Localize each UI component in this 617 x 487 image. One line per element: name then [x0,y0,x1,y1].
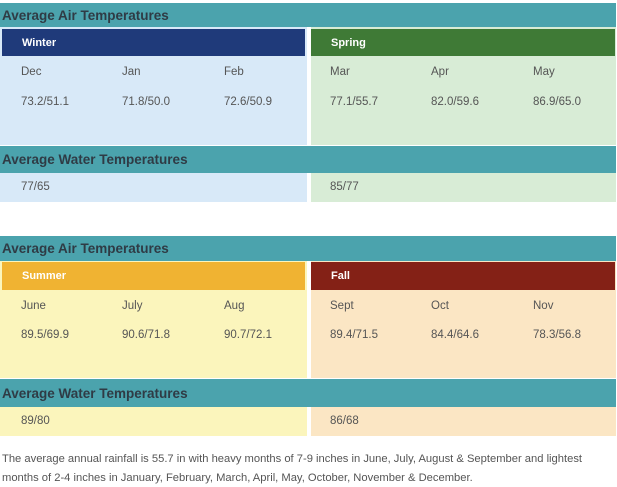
water-temperatures-title-2: Average Water Temperatures [0,379,616,407]
winter-water-panel [0,173,307,202]
fall-temp: 78.3/56.8 [533,329,581,341]
water-temperatures-title-1: Average Water Temperatures [0,146,616,173]
spring-water-temp: 85/77 [330,181,359,193]
winter-temp: 71.8/50.0 [122,96,170,108]
spring-month: Mar [330,66,350,78]
fall-temp: 89.4/71.5 [330,329,378,341]
summer-water-panel [0,407,307,436]
fall-month: Nov [533,300,554,312]
summer-water-temp: 89/80 [21,415,50,427]
air-temperatures-title-2: Average Air Temperatures [0,236,616,261]
fall-water-temp: 86/68 [330,415,359,427]
fall-month: Sept [330,300,354,312]
winter-water-temp: 77/65 [21,181,50,193]
summer-temp: 90.6/71.8 [122,329,170,341]
fall-water-panel [311,407,616,436]
winter-month: Feb [224,66,244,78]
fall-header: Fall [311,262,615,290]
air-temperatures-title-text: Average Air Temperatures [2,241,169,256]
rainfall-footnote: The average annual rainfall is 55.7 in w… [2,453,583,484]
fall-month: Oct [431,300,449,312]
summer-label: Summer [22,270,67,282]
spring-header: Spring [311,29,615,56]
water-temperatures-title-text: Average Water Temperatures [2,152,188,167]
summer-month: July [122,300,143,312]
winter-label: Winter [22,36,57,49]
spring-label: Spring [331,36,366,49]
winter-month: Dec [21,66,42,78]
winter-header: Winter [2,29,305,56]
air-temperatures-title-1: Average Air Temperatures [0,3,616,27]
fall-temp: 84.4/64.6 [431,329,479,341]
spring-temp: 86.9/65.0 [533,96,581,108]
spring-temp: 77.1/55.7 [330,96,378,108]
water-temperatures-title-text: Average Water Temperatures [2,385,188,401]
summer-month: Aug [224,300,245,312]
winter-month: Jan [122,66,141,78]
summer-temp: 90.7/72.1 [224,329,272,341]
fall-label: Fall [331,270,350,282]
spring-temp: 82.0/59.6 [431,96,479,108]
spring-water-panel [311,173,616,202]
spring-month: May [533,66,555,78]
summer-temp: 89.5/69.9 [21,329,69,341]
spring-month: Apr [431,66,449,78]
winter-temp: 73.2/51.1 [21,96,69,108]
summer-month: June [21,300,46,312]
winter-temp: 72.6/50.9 [224,96,272,108]
summer-header: Summer [2,262,305,290]
air-temperatures-title-text: Average Air Temperatures [2,7,169,23]
